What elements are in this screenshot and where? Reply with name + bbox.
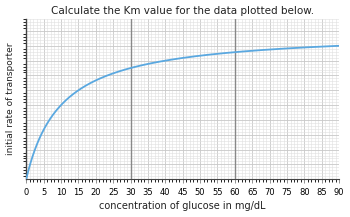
Title: Calculate the Km value for the data plotted below.: Calculate the Km value for the data plot… <box>51 6 314 16</box>
X-axis label: concentration of glucose in mg/dL: concentration of glucose in mg/dL <box>99 201 266 211</box>
Y-axis label: initial rate of transporter: initial rate of transporter <box>6 43 15 155</box>
